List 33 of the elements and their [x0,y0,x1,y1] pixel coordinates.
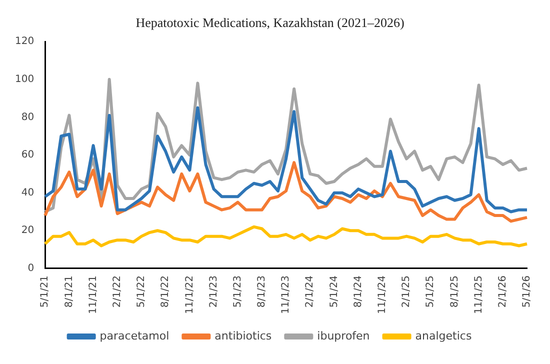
x-tick-label: 5/1/26 [522,275,533,308]
x-tick-label: 5/1/24 [328,275,340,308]
y-tick-label: 80 [21,112,34,123]
x-tick-label: 8/1/22 [160,275,172,308]
x-tick-label: 5/1/23 [232,275,244,308]
x-tick-label: 8/1/21 [64,275,75,308]
x-tick-label: 2/1/25 [401,275,412,308]
x-tick-label: 8/1/25 [449,275,460,308]
x-tick-label: 2/1/24 [304,275,316,308]
y-tick-label: 60 [21,150,34,161]
x-tick-label: 2/1/26 [498,275,508,308]
legend-label: paracetamol [100,329,170,342]
legend-label: antibiotics [214,329,272,342]
y-tick-label: 120 [14,36,34,48]
x-tick-label: 5/1/22 [136,275,148,308]
y-tick-label: 20 [21,225,34,236]
x-tick-label: 11/1/22 [184,275,196,314]
chart-title: Hepatotoxic Medications, Kazakhstan (2021–2026) [136,15,404,30]
x-tick-label: 11/1/25 [473,275,484,314]
x-tick-label: 5/1/21 [40,275,51,308]
y-tick-label: 0 [28,263,34,274]
x-tick-label: 11/1/24 [377,275,388,314]
legend-label: analgetics [415,329,472,342]
legend-label: ibuprofen [317,329,370,342]
x-tick-label: 5/1/25 [425,275,436,308]
x-tick-label: 2/1/22 [112,275,123,308]
y-tick-label: 40 [21,187,34,198]
y-tick-label: 100 [14,74,34,85]
x-tick-label: 8/1/23 [256,275,268,308]
x-tick-label: 8/1/24 [352,275,364,308]
x-tick-label: 11/1/21 [88,275,99,314]
x-tick-label: 11/1/23 [280,275,292,314]
x-tick-label: 2/1/23 [208,275,220,308]
